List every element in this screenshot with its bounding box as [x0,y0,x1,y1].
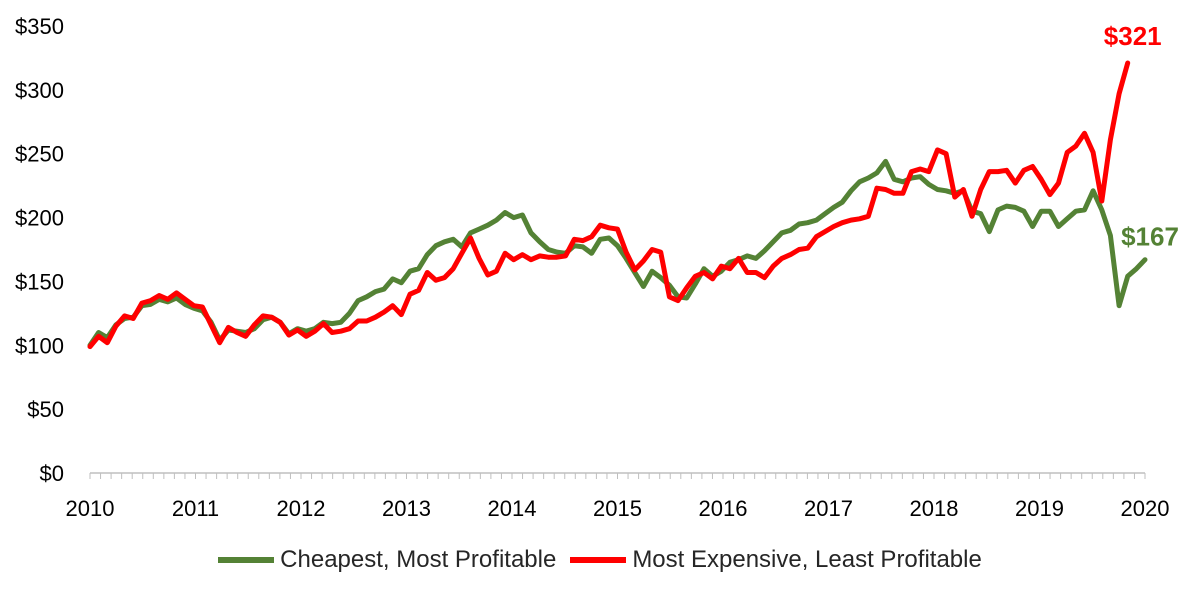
y-tick-label: $250 [15,142,64,167]
x-tick-label: 2012 [277,496,326,521]
series-line-expensive [87,60,1131,350]
end-label-cheapest: $167 [1121,222,1179,252]
y-tick-label: $50 [27,397,64,422]
x-tick-label: 2020 [1121,496,1170,521]
legend: Cheapest, Most Profitable Most Expensive… [0,546,1200,574]
x-tick-label: 2019 [1015,496,1064,521]
x-axis-ticks [89,473,1146,479]
y-tick-label: $200 [15,206,64,231]
legend-label-cheapest: Cheapest, Most Profitable [280,546,557,573]
series-lines [87,60,1148,350]
y-tick-label: $300 [15,78,64,103]
x-tick-label: 2013 [382,496,431,521]
series-line-cheapest [87,158,1148,348]
x-tick-label: 2018 [910,496,959,521]
x-tick-label: 2016 [699,496,748,521]
x-tick-label: 2017 [804,496,853,521]
end-label-expensive: $321 [1104,21,1162,51]
x-tick-label: 2011 [172,496,219,521]
y-tick-label: $150 [15,269,64,294]
legend-item-expensive: Most Expensive, Least Profitable [570,546,982,574]
y-tick-label: $100 [15,333,64,358]
end-labels: $167 $321 [1104,21,1179,252]
legend-item-cheapest: Cheapest, Most Profitable [218,546,556,574]
y-tick-label: $350 [15,14,64,39]
x-axis-labels: 2010 2011 2012 2013 2014 2015 2016 2017 2018 2019… [66,496,1170,521]
legend-swatch-green [218,557,275,563]
x-tick-label: 2015 [593,496,642,521]
legend-label-expensive: Most Expensive, Least Profitable [632,546,982,573]
legend-swatch-red [570,557,627,563]
y-tick-label: $0 [40,461,64,486]
x-tick-label: 2010 [66,496,115,521]
y-axis-labels: $0 $50 $100 $150 $200 $250 $300 $350 [15,14,64,486]
x-tick-label: 2014 [488,496,537,521]
